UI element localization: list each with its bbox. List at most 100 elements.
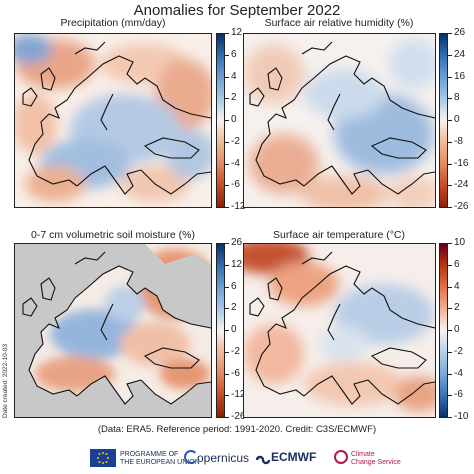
colorbar-tickmark [225, 142, 229, 143]
colorbar-tickmark [448, 352, 452, 353]
c3s-line1: Climate [351, 451, 375, 458]
main-title: Anomalies for September 2022 [133, 2, 341, 19]
colorbar-tick-label: 10 [454, 237, 466, 248]
colorbar-tickmark [448, 265, 452, 266]
ecmwf-waves-icon [255, 452, 271, 465]
colorbar-tickmark [225, 207, 229, 208]
colorbar-tick-label: 4 [454, 281, 460, 292]
colorbar-temperature [439, 243, 448, 418]
colorbar-tick-label: 12 [231, 259, 243, 270]
colorbar-tick-label: 8 [454, 92, 460, 103]
colorbar-ticks-precipitation: 12 6 4 2 0 -2 -4 -6 -12 [225, 28, 245, 212]
colorbar-tickmark [448, 55, 452, 56]
colorbar-tick-label: 6 [454, 259, 460, 270]
colorbar-tickmark [225, 185, 229, 186]
panel-title-soil-moisture: 0-7 cm volumetric soil moisture (%) [31, 229, 195, 241]
colorbar-tick-label: -4 [231, 158, 240, 169]
colorbar-tick-label: 24 [454, 49, 466, 60]
colorbar-tickmark [225, 243, 229, 244]
panel-title-temperature: Surface air temperature (°C) [273, 229, 405, 241]
colorbar-tickmark [448, 185, 452, 186]
colorbar-tick-label: -24 [454, 179, 469, 190]
colorbar-tick-label: -12 [231, 201, 246, 212]
colorbar-tick-label: 0 [454, 114, 460, 125]
colorbar-tickmark [225, 395, 229, 396]
colorbar-tickmark [225, 33, 229, 34]
panel-title-precipitation: Precipitation (mm/day) [60, 17, 166, 29]
eu-flag-icon [90, 449, 116, 467]
colorbar-tick-label: -4 [454, 368, 463, 379]
copernicus-c-icon [184, 450, 198, 464]
colorbar-tickmark [448, 395, 452, 396]
map-humidity [243, 33, 436, 208]
colorbar-tick-label: 16 [454, 71, 466, 82]
map-precipitation-svg [15, 34, 211, 207]
map-precipitation [14, 33, 212, 208]
map-soil-moisture [14, 243, 212, 418]
colorbar-tick-label: -26 [454, 201, 469, 212]
footer-logos: PROGRAMME OF THE EUROPEAN UNION opernicu… [0, 442, 474, 474]
colorbar-ticks-soil-moisture: 26 12 6 2 0 -2 -6 -12 -26 [225, 238, 246, 422]
colorbar-tick-label: 12 [231, 27, 243, 38]
colorbar-tick-label: -2 [231, 136, 240, 147]
colorbar-tick-label: 2 [231, 302, 237, 313]
colorbar-tickmark [448, 417, 452, 418]
eu-programme-line1: PROGRAMME OF [120, 451, 179, 458]
colorbar-tickmark [448, 287, 452, 288]
colorbar-tick-label: -8 [454, 136, 463, 147]
colorbar-tickmark [448, 374, 452, 375]
colorbar-tickmark [225, 98, 229, 99]
colorbar-tickmark [448, 164, 452, 165]
map-temperature [243, 243, 436, 418]
colorbar-soil-moisture [216, 243, 225, 418]
colorbar-tickmark [448, 142, 452, 143]
colorbar-tick-label: 2 [454, 302, 460, 313]
colorbar-tickmark [225, 287, 229, 288]
map-temperature-svg [244, 244, 435, 417]
colorbar-tickmark [225, 77, 229, 78]
caption: (Data: ERA5. Reference period: 1991-2020… [97, 424, 377, 435]
date-created-label: Date created: 2022-10-03 [2, 343, 9, 418]
colorbar-tickmark [448, 33, 452, 34]
colorbar-tick-label: -12 [231, 389, 246, 400]
colorbar-humidity [439, 33, 448, 208]
colorbar-tickmark [225, 352, 229, 353]
colorbar-tick-label: 0 [231, 114, 237, 125]
colorbar-tick-label: 0 [454, 324, 460, 335]
colorbar-tickmark [225, 55, 229, 56]
colorbar-tickmark [448, 207, 452, 208]
colorbar-tickmark [448, 330, 452, 331]
c3s-line2: Change Service [351, 459, 401, 466]
colorbar-tickmark [448, 308, 452, 309]
colorbar-tickmark [225, 120, 229, 121]
c3s-logo-icon [334, 450, 348, 464]
colorbar-ticks-temperature: 10 6 4 2 0 -2 -4 -6 -10 [448, 238, 472, 422]
colorbar-tick-label: 26 [231, 237, 243, 248]
colorbar-tick-label: -6 [231, 368, 240, 379]
colorbar-tickmark [225, 308, 229, 309]
colorbar-tick-label: -16 [454, 158, 469, 169]
ecmwf-logo-text: ECMWF [271, 450, 317, 464]
map-humidity-svg [244, 34, 435, 207]
colorbar-precipitation [216, 33, 225, 208]
colorbar-tick-label: -2 [231, 346, 240, 357]
colorbar-tickmark [225, 330, 229, 331]
colorbar-tickmark [225, 265, 229, 266]
colorbar-tick-label: 2 [231, 92, 237, 103]
copernicus-logo-text: opernicus [197, 451, 250, 465]
colorbar-tickmark [448, 243, 452, 244]
colorbar-tickmark [225, 164, 229, 165]
colorbar-tick-label: 6 [231, 281, 237, 292]
colorbar-tickmark [448, 120, 452, 121]
colorbar-tick-label: -6 [454, 389, 463, 400]
colorbar-tick-label: -26 [231, 411, 246, 422]
panel-title-humidity: Surface air relative humidity (%) [264, 17, 414, 29]
map-soil-moisture-svg [15, 244, 211, 417]
colorbar-tick-label: -6 [231, 179, 240, 190]
colorbar-tickmark [225, 417, 229, 418]
colorbar-tick-label: 6 [231, 49, 237, 60]
colorbar-tickmark [448, 98, 452, 99]
colorbar-tick-label: 4 [231, 71, 237, 82]
colorbar-tick-label: -10 [454, 411, 469, 422]
colorbar-tick-label: -2 [454, 346, 463, 357]
